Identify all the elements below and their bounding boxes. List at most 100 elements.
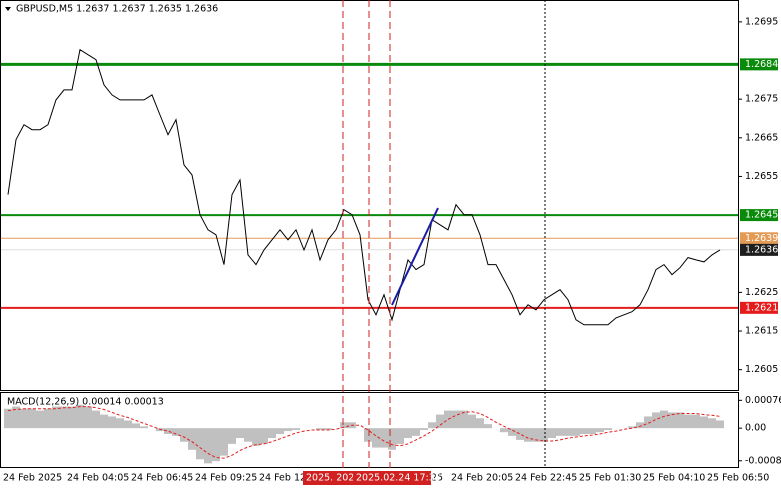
x-tick-label: 24 Feb 20:05 (451, 473, 513, 484)
macd-bar (508, 428, 516, 436)
macd-bar (604, 428, 612, 430)
y-tick-label: -0.00089 (745, 455, 781, 466)
level-label: 1.2684 (745, 59, 778, 70)
y-tick-label: 1.2605 (745, 364, 778, 375)
x-tick-label: 24 Feb 22:45 (515, 473, 577, 484)
macd-bar (28, 408, 36, 429)
macd-bar (292, 428, 300, 430)
macd-bar (44, 408, 52, 429)
macd-bar (476, 418, 484, 429)
macd-bar (636, 422, 644, 429)
cursor-label: 2025.02.24 17:35 (356, 473, 441, 484)
macd-bar (388, 428, 396, 450)
macd-bar (500, 428, 508, 433)
cursor-label-bg (353, 471, 431, 485)
x-tick-label: 24 Feb 09:25 (195, 473, 257, 484)
macd-bar (196, 428, 204, 460)
macd-bar (364, 428, 372, 442)
macd-bar (140, 426, 148, 429)
macd-bar (324, 428, 332, 430)
y-tick-label: 1.2615 (745, 326, 778, 337)
macd-bar (652, 412, 660, 429)
y-tick-label: 0.00076 (745, 395, 781, 406)
macd-bar (588, 428, 596, 435)
level-label-bg (740, 301, 778, 314)
macd-bar (252, 428, 260, 446)
macd-bar (268, 428, 276, 439)
macd-bar (100, 414, 108, 429)
macd-bar (460, 410, 468, 429)
macd-bar (556, 428, 564, 436)
x-tick-label: 24 Feb 2025 (3, 473, 62, 484)
macd-bar (180, 428, 188, 442)
macd-bar (396, 428, 404, 444)
macd-bar (380, 428, 388, 448)
macd-bar (580, 428, 588, 435)
macd-bar (204, 428, 212, 464)
macd-bar (676, 412, 684, 429)
macd-bar (60, 406, 68, 429)
macd-bar (692, 414, 700, 429)
macd-bar (436, 414, 444, 429)
macd-bar (52, 406, 60, 429)
macd-bar (36, 410, 44, 429)
macd-bar (572, 428, 580, 436)
macd-bar (372, 428, 380, 448)
macd-bar (548, 428, 556, 439)
y-tick-label: 0.00 (745, 423, 766, 434)
level-label-bg (740, 232, 778, 245)
macd-bar (164, 428, 172, 435)
macd-bar (340, 422, 348, 429)
macd-bar (316, 428, 324, 430)
macd-title: MACD(12,26,9) 0.00014 0.00013 (7, 397, 164, 408)
signal-line (7, 406, 721, 459)
level-label-bg (740, 243, 778, 256)
y-tick-label: 1.2625 (745, 287, 778, 298)
macd-bar (68, 406, 76, 429)
macd-bar (172, 428, 180, 436)
macd-bar (708, 418, 716, 429)
x-tick-label: 25 Feb 01:30 (579, 473, 641, 484)
macd-bar (404, 428, 412, 439)
level-label: 1.2636 (745, 244, 778, 255)
x-tick-label: 25 Feb 06:50 (707, 473, 769, 484)
macd-bar (468, 414, 476, 429)
price-line (7, 48, 721, 326)
macd-bar (124, 420, 132, 429)
macd-bar (596, 428, 604, 433)
level-label: 1.2645 (745, 210, 778, 221)
trend-line (391, 207, 439, 306)
macd-bar (420, 428, 428, 430)
macd-bar (116, 418, 124, 429)
macd-bar (76, 404, 84, 429)
macd-bar (700, 416, 708, 429)
collapse-icon (5, 7, 11, 11)
y-tick-label: 1.2695 (745, 16, 778, 27)
macd-bar (276, 428, 284, 435)
macd-bar (564, 428, 572, 436)
macd-bar (684, 414, 692, 429)
macd-bar (260, 428, 268, 444)
macd-bar (84, 406, 92, 429)
macd-bar (412, 428, 420, 436)
level-label: 1.2621 (745, 302, 778, 313)
macd-bar (220, 428, 228, 456)
x-tick-label: 25 (431, 473, 443, 484)
macd-bar (716, 420, 724, 429)
macd-bar (644, 416, 652, 429)
macd-bar (668, 412, 676, 429)
macd-bar (524, 428, 532, 442)
level-label: 1.2639 (745, 233, 778, 244)
macd-bar (132, 423, 140, 429)
macd-bar (92, 410, 100, 429)
level-label-bg (740, 209, 778, 222)
macd-bar (516, 428, 524, 440)
x-tick-label: 24 Feb 04:05 (67, 473, 129, 484)
macd-bar (540, 428, 548, 442)
macd-bar (428, 422, 436, 429)
macd-bar (236, 428, 244, 439)
cursor-label-bg (303, 471, 353, 485)
macd-bar (4, 408, 12, 429)
